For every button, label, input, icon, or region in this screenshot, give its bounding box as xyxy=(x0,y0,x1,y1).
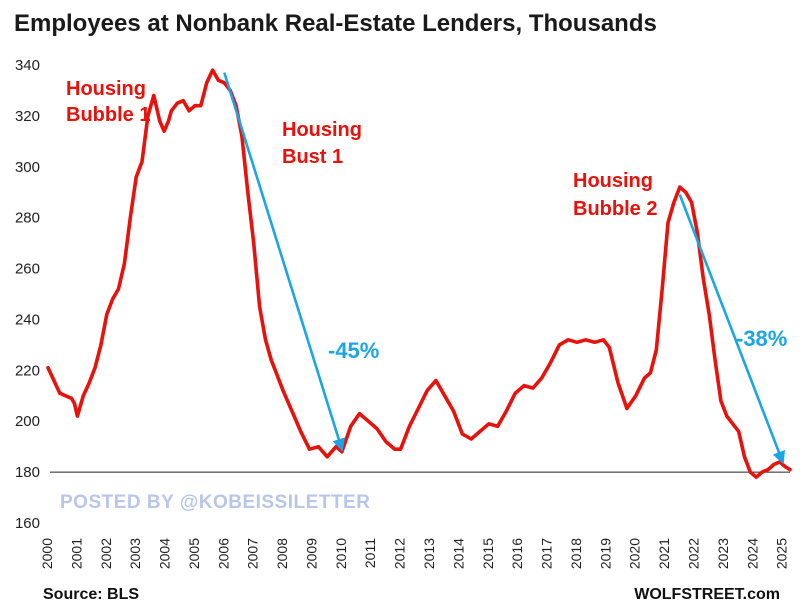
trend-arrow-2 xyxy=(678,194,785,465)
annotation-housing-2: Housing xyxy=(282,119,362,141)
chart-title: Employees at Nonbank Real-Estate Lenders… xyxy=(14,10,657,37)
y-tick-label: 180 xyxy=(15,464,40,481)
x-tick-label: 2017 xyxy=(539,538,555,569)
source-label: Source: BLS xyxy=(43,586,139,603)
watermark: POSTED BY @KOBEISSILETTER xyxy=(60,492,370,513)
annotation-bubble-2: Bubble 2 xyxy=(573,198,657,220)
trend-arrows xyxy=(223,72,785,465)
x-tick-label: 2016 xyxy=(509,538,525,569)
y-tick-label: 320 xyxy=(15,108,40,125)
x-tick-label: 2006 xyxy=(215,538,231,569)
x-tick-label: 2019 xyxy=(597,538,613,569)
annotation-housing-1: Housing xyxy=(66,78,146,100)
x-tick-label: 2010 xyxy=(333,538,349,569)
x-tick-label: 2001 xyxy=(68,538,84,569)
x-tick-label: 2004 xyxy=(157,538,173,569)
y-tick-label: 200 xyxy=(15,413,40,430)
y-tick-label: 160 xyxy=(15,515,40,532)
x-tick-label: 2003 xyxy=(127,538,143,569)
x-tick-label: 2021 xyxy=(656,538,672,569)
x-tick-label: 2018 xyxy=(568,538,584,569)
x-tick-label: 2011 xyxy=(362,538,378,568)
x-tick-label: 2013 xyxy=(421,538,437,569)
annotation-minus-38: -38% xyxy=(736,326,787,351)
annotation-minus-45: -45% xyxy=(328,338,379,363)
x-tick-label: 2002 xyxy=(98,538,114,569)
x-tick-label: 2008 xyxy=(274,538,290,569)
y-tick-label: 300 xyxy=(15,159,40,176)
y-tick-label: 260 xyxy=(15,261,40,278)
x-tick-label: 2024 xyxy=(744,538,760,569)
x-tick-label: 2025 xyxy=(774,538,790,569)
x-tick-label: 2012 xyxy=(392,538,408,569)
x-tick-label: 2022 xyxy=(685,538,701,569)
brand-label: WOLFSTREET.com xyxy=(634,586,780,603)
y-tick-label: 340 xyxy=(15,57,40,74)
series-line xyxy=(46,68,792,480)
x-tick-label: 2020 xyxy=(627,538,643,569)
x-tick-label: 2014 xyxy=(450,538,466,569)
x-tick-label: 2005 xyxy=(186,538,202,569)
x-tick-label: 2015 xyxy=(480,538,496,569)
y-tick-label: 220 xyxy=(15,362,40,379)
x-tick-label: 2023 xyxy=(715,538,731,569)
y-tick-label: 240 xyxy=(15,311,40,328)
y-tick-label: 280 xyxy=(15,210,40,227)
annotation-bubble-1: Bubble 1 xyxy=(66,104,150,126)
x-axis: 2000 2001 2002 2003 2004 2005 2006 2007 2008 2009… xyxy=(39,538,790,569)
trend-arrow-1 xyxy=(223,72,345,452)
x-tick-label: 2009 xyxy=(303,538,319,569)
x-tick-label: 2007 xyxy=(245,538,261,569)
y-axis: 160 180 200 220 240 260 280 300 320 340 xyxy=(15,57,40,532)
annotation-bust-1: Bust 1 xyxy=(282,146,343,168)
annotation-housing-3: Housing xyxy=(573,170,653,192)
x-tick-label: 2000 xyxy=(39,538,55,569)
